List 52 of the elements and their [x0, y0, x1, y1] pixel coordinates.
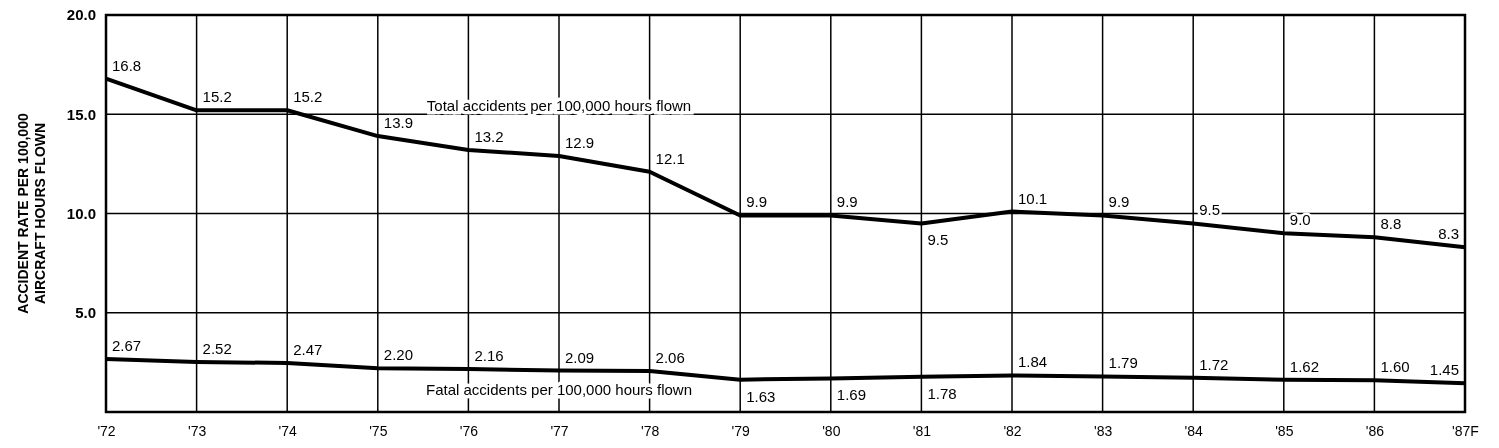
x-tick-label: '79 [731, 422, 751, 439]
data-label: 2.06 [655, 349, 685, 367]
data-label: 9.9 [746, 193, 768, 211]
y-tick-label: 10.0 [66, 204, 96, 222]
data-label: 2.09 [565, 348, 595, 366]
data-label: 9.9 [1108, 193, 1130, 211]
data-label: 1.63 [746, 387, 776, 405]
x-tick-label: '78 [640, 422, 660, 439]
data-label: 12.9 [565, 133, 595, 151]
data-label: 8.8 [1380, 215, 1402, 233]
data-label: 1.62 [1289, 357, 1319, 375]
data-label: 1.45 [1429, 361, 1459, 379]
data-label: 8.3 [1438, 225, 1459, 243]
data-label: 2.47 [293, 340, 323, 358]
data-label: 1.72 [1199, 355, 1229, 373]
data-label: 9.0 [1289, 211, 1311, 229]
data-label: 2.16 [474, 347, 504, 365]
data-label: 1.79 [1108, 354, 1138, 372]
data-label: 1.78 [927, 384, 957, 402]
data-label: 9.9 [836, 193, 858, 211]
x-tick-label: '76 [459, 422, 479, 439]
data-label: 2.67 [112, 337, 142, 354]
y-tick-label: 20.0 [66, 6, 96, 24]
x-tick-label: '83 [1093, 422, 1113, 439]
x-tick-label: '85 [1275, 422, 1294, 439]
x-tick-label: '86 [1365, 422, 1385, 439]
data-label: 1.84 [1018, 353, 1048, 371]
data-label: 15.2 [293, 88, 323, 106]
x-tick-label: '72 [97, 422, 116, 439]
x-tick-label: '81 [912, 422, 932, 439]
data-label: 1.60 [1380, 358, 1410, 376]
data-label: 12.1 [655, 149, 685, 167]
y-tick-label: 15.0 [66, 105, 96, 123]
x-tick-label: '74 [278, 422, 298, 439]
x-tick-label: '73 [187, 422, 207, 439]
x-tick-label: '82 [1003, 422, 1022, 439]
data-label: 13.2 [474, 127, 504, 145]
y-axis-title: ACCIDENT RATE PER 100,000 AIRCRAFT HOURS FLOWN [14, 113, 48, 314]
y-tick-label: 5.0 [75, 304, 96, 322]
data-label: 10.1 [1018, 189, 1048, 207]
data-label: 2.20 [383, 346, 413, 364]
x-tick-label: '75 [369, 422, 388, 439]
x-tick-label: '77 [550, 422, 569, 439]
data-label: 15.2 [202, 88, 232, 106]
x-tick-label: '84 [1184, 422, 1204, 439]
x-tick-label: '87F [1452, 422, 1479, 439]
data-label: 2.52 [202, 339, 232, 357]
data-label: 13.9 [383, 114, 413, 132]
data-label: 9.5 [927, 231, 949, 249]
data-label: 16.8 [112, 56, 142, 74]
x-tick-label: '80 [822, 422, 841, 439]
data-label: 1.69 [836, 386, 866, 404]
